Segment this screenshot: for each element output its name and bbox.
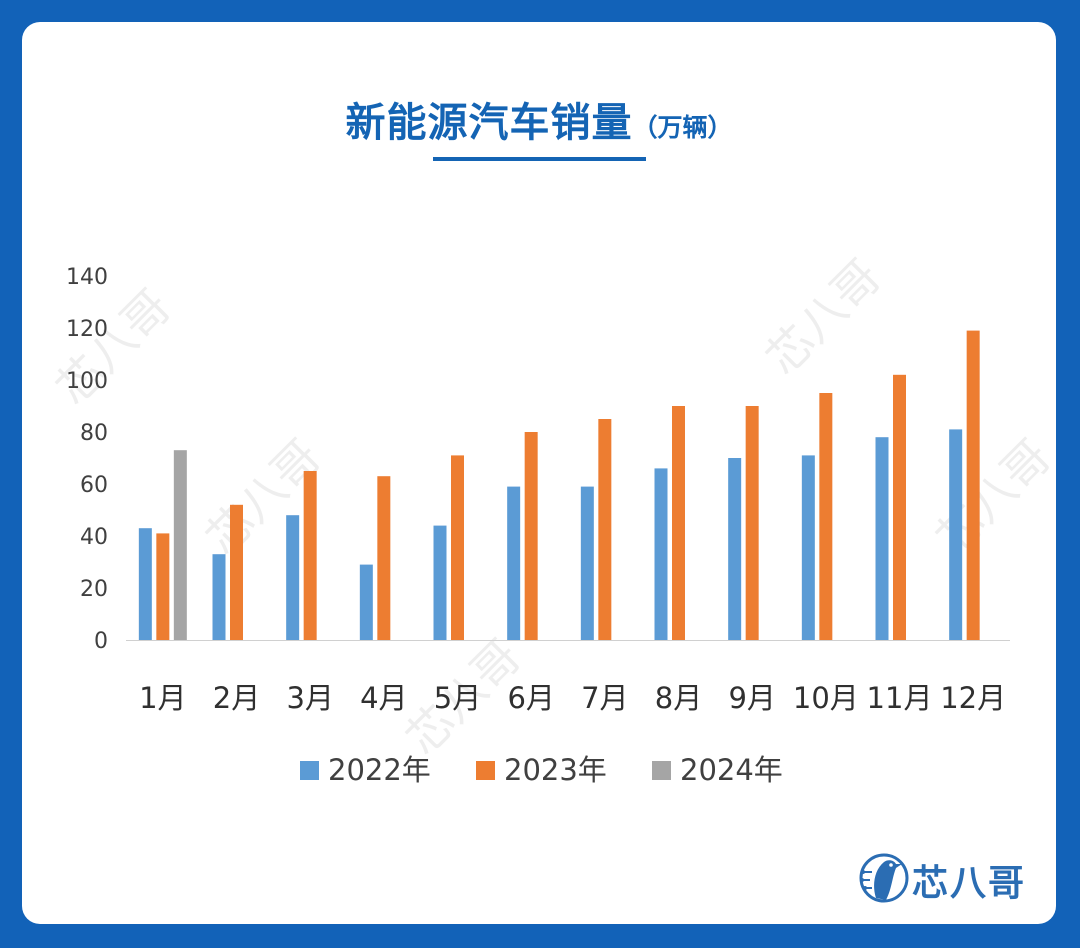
bar-2022年-12月	[949, 429, 963, 640]
bird-logo-icon	[859, 853, 909, 903]
chart-card: 新能源汽车销量（万辆） 芯八哥 芯八哥 芯八哥 芯八哥 芯八哥 0 20 40 60 8…	[22, 22, 1056, 924]
y-tick-label: 0	[94, 629, 108, 654]
legend-swatch-2024年	[652, 761, 671, 780]
bar-2022年-9月	[728, 458, 742, 640]
x-tick-label: 12月	[940, 681, 1006, 715]
bar-2022年-1月	[138, 528, 152, 640]
y-tick-label: 140	[66, 265, 108, 290]
bar-2023年-7月	[598, 419, 612, 640]
bar-2023年-11月	[893, 374, 906, 640]
bar-2022年-4月	[359, 564, 373, 640]
x-tick-label: 7月	[581, 681, 628, 715]
bar-2023年-1月	[156, 533, 170, 640]
legend-label: 2023年	[504, 753, 607, 787]
y-tick-label: 20	[80, 577, 108, 602]
x-tick-label: 9月	[728, 681, 775, 715]
x-tick-label: 8月	[655, 681, 702, 715]
x-tick-label: 10月	[793, 681, 859, 715]
bar-2022年-6月	[507, 486, 521, 640]
bar-2023年-4月	[377, 476, 391, 640]
bar-2023年-3月	[303, 471, 317, 640]
chart-title-main: 新能源汽车销量	[345, 100, 633, 146]
bar-2022年-11月	[875, 437, 889, 640]
y-tick-label: 40	[80, 525, 108, 550]
x-tick-label: 11月	[867, 681, 933, 715]
legend-label: 2024年	[680, 753, 783, 787]
y-tick-label: 60	[80, 473, 108, 498]
y-tick-label: 120	[66, 317, 108, 342]
brand-logo: 芯八哥	[858, 848, 1048, 918]
bar-2024年-1月	[173, 450, 187, 640]
bar-2023年-2月	[230, 504, 243, 640]
x-tick-label: 5月	[434, 681, 481, 715]
bar-2023年-10月	[819, 393, 833, 640]
x-tick-label: 2月	[213, 681, 260, 715]
x-tick-label: 4月	[360, 681, 407, 715]
y-tick-label: 80	[80, 421, 108, 446]
bar-2022年-3月	[286, 515, 300, 640]
chart-title: 新能源汽车销量（万辆）	[22, 90, 1056, 148]
title-underline	[433, 157, 646, 161]
bar-2023年-5月	[451, 455, 464, 640]
bar-2022年-10月	[801, 455, 815, 640]
bar-2022年-8月	[654, 468, 668, 640]
bar-2022年-2月	[212, 554, 226, 640]
bar-2022年-7月	[580, 486, 594, 640]
bar-2023年-6月	[524, 432, 538, 640]
x-tick-label: 3月	[286, 681, 333, 715]
bar-2022年-5月	[433, 525, 447, 640]
legend-label: 2022年	[328, 753, 431, 787]
legend-swatch-2023年	[476, 761, 495, 780]
chart-title-unit: （万辆）	[632, 113, 733, 142]
x-tick-label: 1月	[139, 681, 186, 715]
bar-2023年-8月	[672, 406, 685, 640]
bar-2023年-12月	[966, 330, 980, 640]
y-tick-label: 100	[66, 369, 108, 394]
legend-swatch-2022年	[300, 761, 319, 780]
bar-2023年-9月	[745, 406, 759, 640]
brand-name: 芯八哥	[912, 863, 1027, 904]
x-tick-label: 6月	[507, 681, 554, 715]
